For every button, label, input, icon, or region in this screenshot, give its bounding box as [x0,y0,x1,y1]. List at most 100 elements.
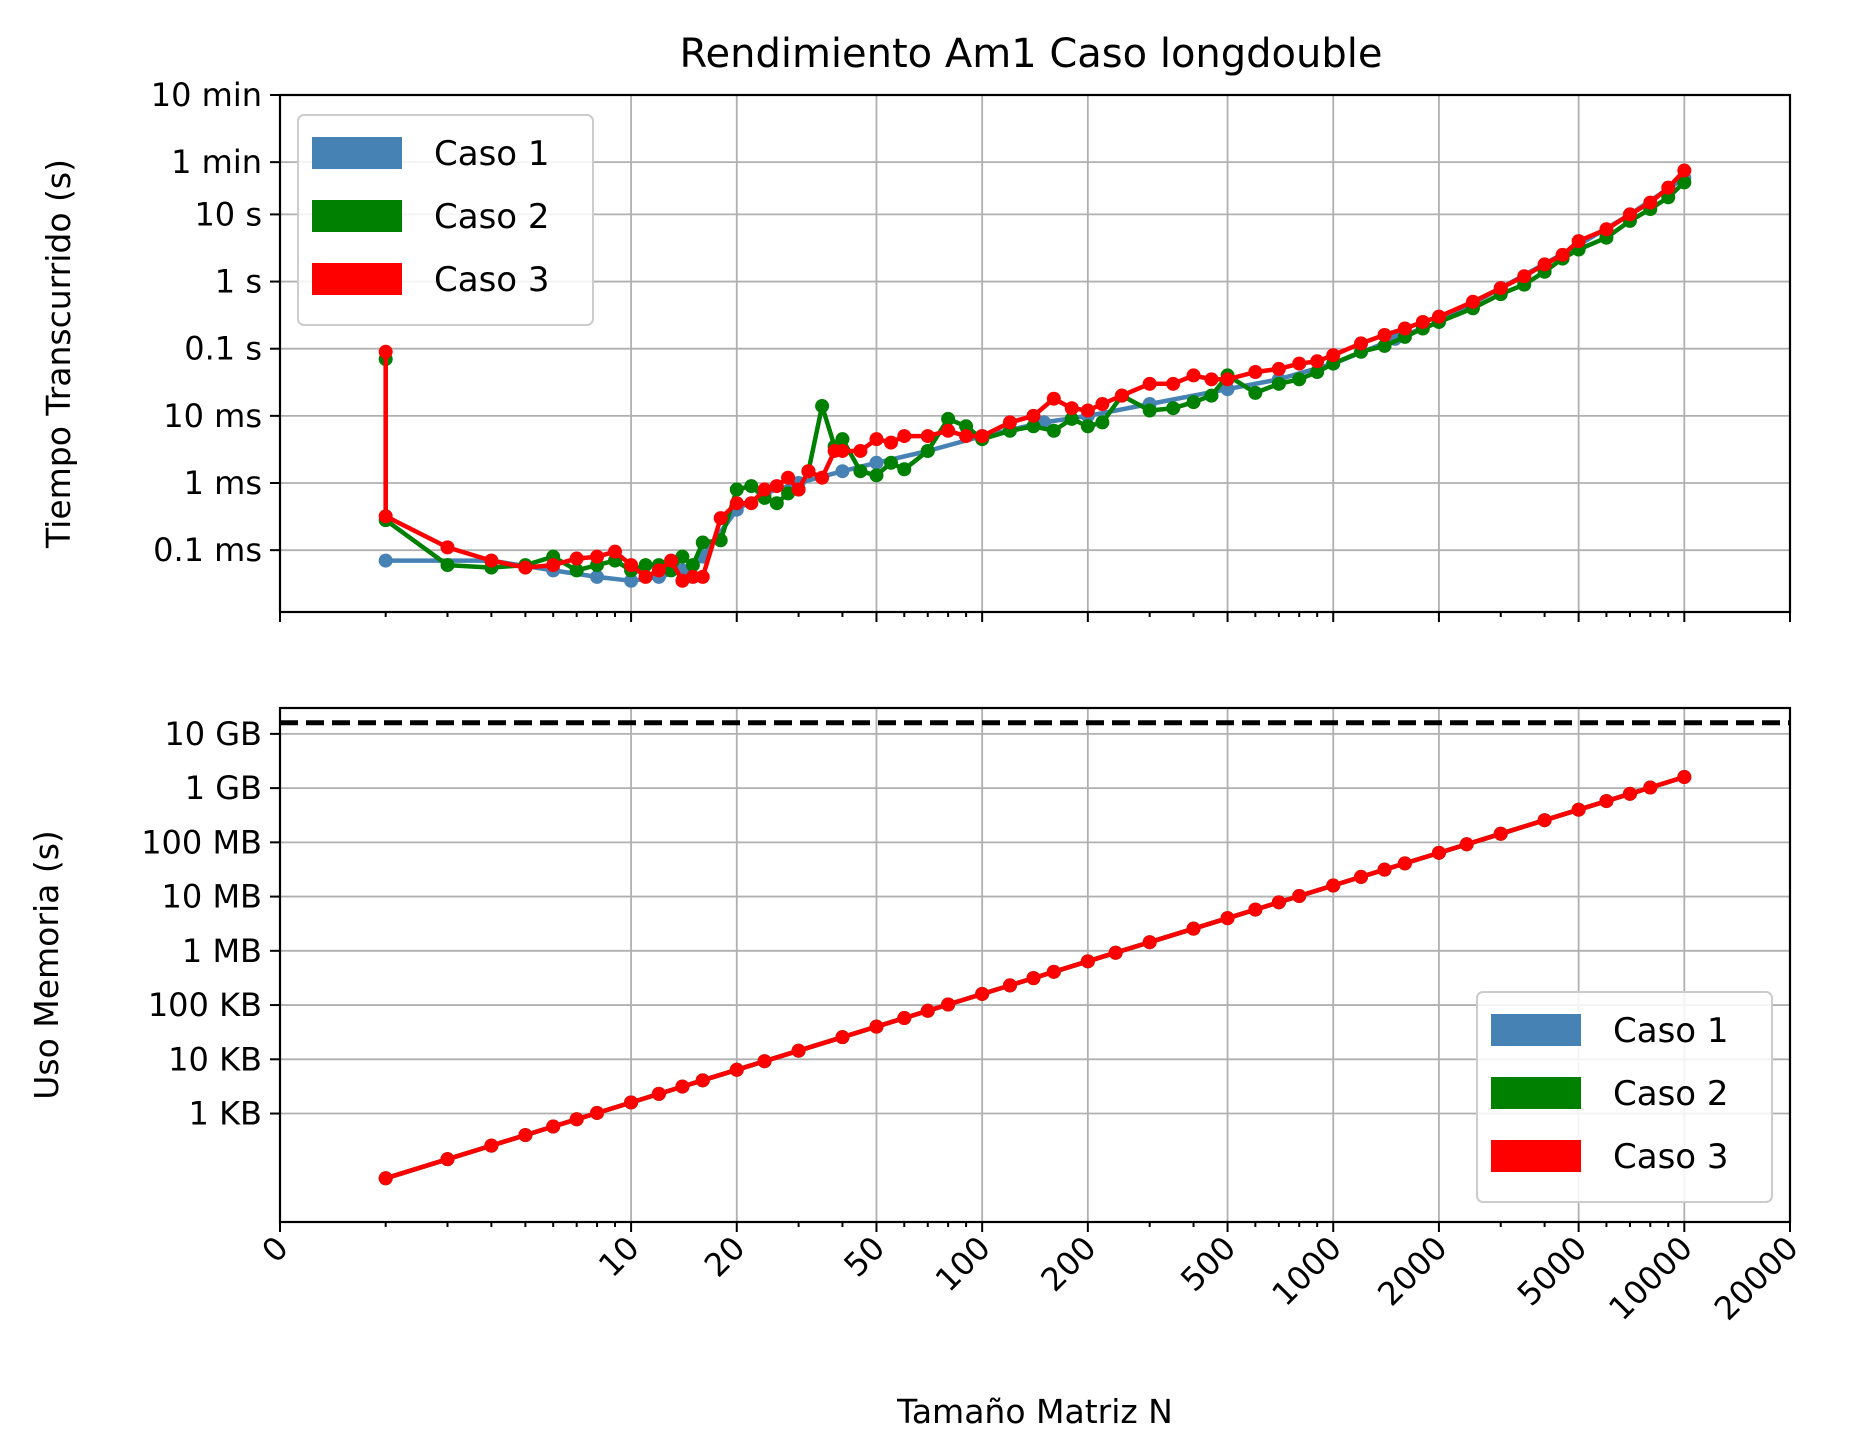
top-point-caso-2-24 [815,399,830,414]
top-point-caso-3-31 [920,429,935,444]
top-point-caso-2-53 [1377,338,1392,353]
bottom-xtick-label-100: 100 [928,1229,998,1299]
memory-panel: 10 GB 1 GB 100 MB 10 MB 1 MB 100 KB 10 KB 1 KB U… [27,706,1806,1431]
top-point-caso-3-45 [1204,372,1219,387]
top-point-caso-2-28 [869,468,884,483]
bottom-legend-swatch-caso-2 [1491,1077,1581,1109]
bottom-point-caso-3-13 [791,1043,806,1058]
bottom-point-caso-3-24 [1108,945,1123,960]
bottom-point-caso-3-39 [1571,802,1586,817]
top-legend-swatch-caso-2 [312,200,402,232]
top-point-caso-2-26 [835,432,850,447]
top-point-caso-3-18 [744,496,759,511]
top-point-caso-3-6 [569,551,584,566]
bottom-axes-frame [278,706,1792,1224]
bottom-point-caso-3-34 [1397,856,1412,871]
top-point-caso-3-36 [1026,408,1041,423]
top-point-caso-3-60 [1537,257,1552,272]
top-point-caso-3-30 [897,429,912,444]
bottom-point-caso-3-11 [729,1062,744,1077]
top-point-caso-3-58 [1493,281,1508,296]
bottom-point-caso-3-43 [1677,770,1692,785]
top-point-caso-3-53 [1377,328,1392,343]
bottom-point-caso-3-18 [941,997,956,1012]
bottom-point-caso-3-9 [675,1079,690,1094]
top-point-caso-3-54 [1397,321,1412,336]
top-point-caso-2-33 [959,419,974,434]
top-point-caso-3-51 [1326,348,1341,363]
top-point-caso-1-12 [869,455,884,470]
bottom-point-caso-3-10 [695,1073,710,1088]
bottom-point-caso-3-17 [920,1003,935,1018]
top-point-caso-3-44 [1186,368,1201,383]
top-point-caso-1-3 [590,569,605,584]
top-point-caso-3-3 [484,553,499,568]
bottom-legend-label-caso-3: Caso 3 [1613,1137,1729,1177]
top-point-caso-2-15 [695,535,710,550]
top-point-caso-3-39 [1080,403,1095,418]
bottom-xtick-label-50: 50 [836,1229,892,1285]
top-ytick-label-1-min: 1 min [171,143,262,181]
bottom-point-caso-3-8 [651,1086,666,1101]
top-point-caso-1-0 [378,553,393,568]
top-point-caso-3-4 [518,560,533,575]
top-point-caso-3-65 [1643,195,1658,210]
top-point-caso-3-55 [1415,314,1430,329]
bottom-ytick-label-10-gb: 10 GB [164,715,262,753]
top-point-caso-3-27 [853,443,868,458]
top-point-caso-2-67 [1677,175,1692,190]
top-axes-frame [278,93,1792,614]
bottom-xtick-label-1000: 1000 [1264,1229,1348,1313]
bottom-point-caso-3-23 [1080,954,1095,969]
top-point-caso-1-11 [835,464,850,479]
top-legend-swatch-caso-3 [312,263,402,295]
top-point-caso-3-34 [975,429,990,444]
top-point-caso-2-31 [920,443,935,458]
top-point-caso-2-13 [675,549,690,564]
top-legend-label-caso-3: Caso 3 [434,260,550,300]
top-point-caso-3-57 [1465,294,1480,309]
top-point-caso-3-1 [378,509,393,524]
top-legend: Caso 1 Caso 2 Caso 3 [297,114,594,326]
top-point-caso-3-48 [1271,361,1286,376]
top-ytick-label-10-s: 10 s [194,195,262,233]
top-point-caso-3-62 [1571,234,1586,249]
bottom-point-caso-3-33 [1377,862,1392,877]
top-point-caso-2-49 [1292,372,1307,387]
bottom-xtick-label-20000: 20000 [1707,1229,1806,1328]
top-point-caso-3-15 [695,569,710,584]
bottom-point-caso-3-2 [484,1138,499,1153]
top-point-caso-2-50 [1310,364,1325,379]
bottom-point-caso-3-20 [1002,978,1017,993]
top-point-caso-2-39 [1080,419,1095,434]
bottom-point-caso-3-7 [624,1095,639,1110]
bottom-point-caso-3-29 [1271,895,1286,910]
top-point-caso-3-11 [651,563,666,578]
chart-title: Rendimiento Am1 Caso longdouble [680,31,1383,77]
bottom-ytick-label-1-kb: 1 KB [189,1095,262,1133]
top-point-caso-2-21 [781,486,796,501]
top-point-caso-3-22 [791,482,806,497]
top-legend-label-caso-1: Caso 1 [434,134,550,174]
bottom-ytick-label-1-gb: 1 GB [185,769,262,807]
bottom-legend: Caso 1 Caso 2 Caso 3 [1476,991,1773,1203]
bottom-series-caso-3 [378,770,1692,1186]
top-point-caso-3-56 [1431,309,1446,324]
bottom-xtick-label-0: 0 [254,1229,295,1270]
top-point-caso-2-18 [744,479,759,494]
top-point-caso-2-38 [1064,411,1079,426]
bottom-point-caso-3-31 [1326,878,1341,893]
top-point-caso-3-42 [1142,376,1157,391]
top-point-caso-3-20 [769,479,784,494]
top-point-caso-3-63 [1599,222,1614,237]
bottom-point-caso-3-38 [1537,813,1552,828]
bottom-ytick-label-10-mb: 10 MB [162,878,262,916]
bottom-point-caso-3-6 [590,1105,605,1120]
top-point-caso-2-30 [897,462,912,477]
bottom-xtick-label-10000: 10000 [1601,1229,1700,1328]
bottom-point-caso-3-5 [569,1112,584,1127]
top-point-caso-3-64 [1622,207,1637,222]
bottom-point-caso-3-15 [869,1019,884,1034]
top-point-caso-3-7 [590,549,605,564]
